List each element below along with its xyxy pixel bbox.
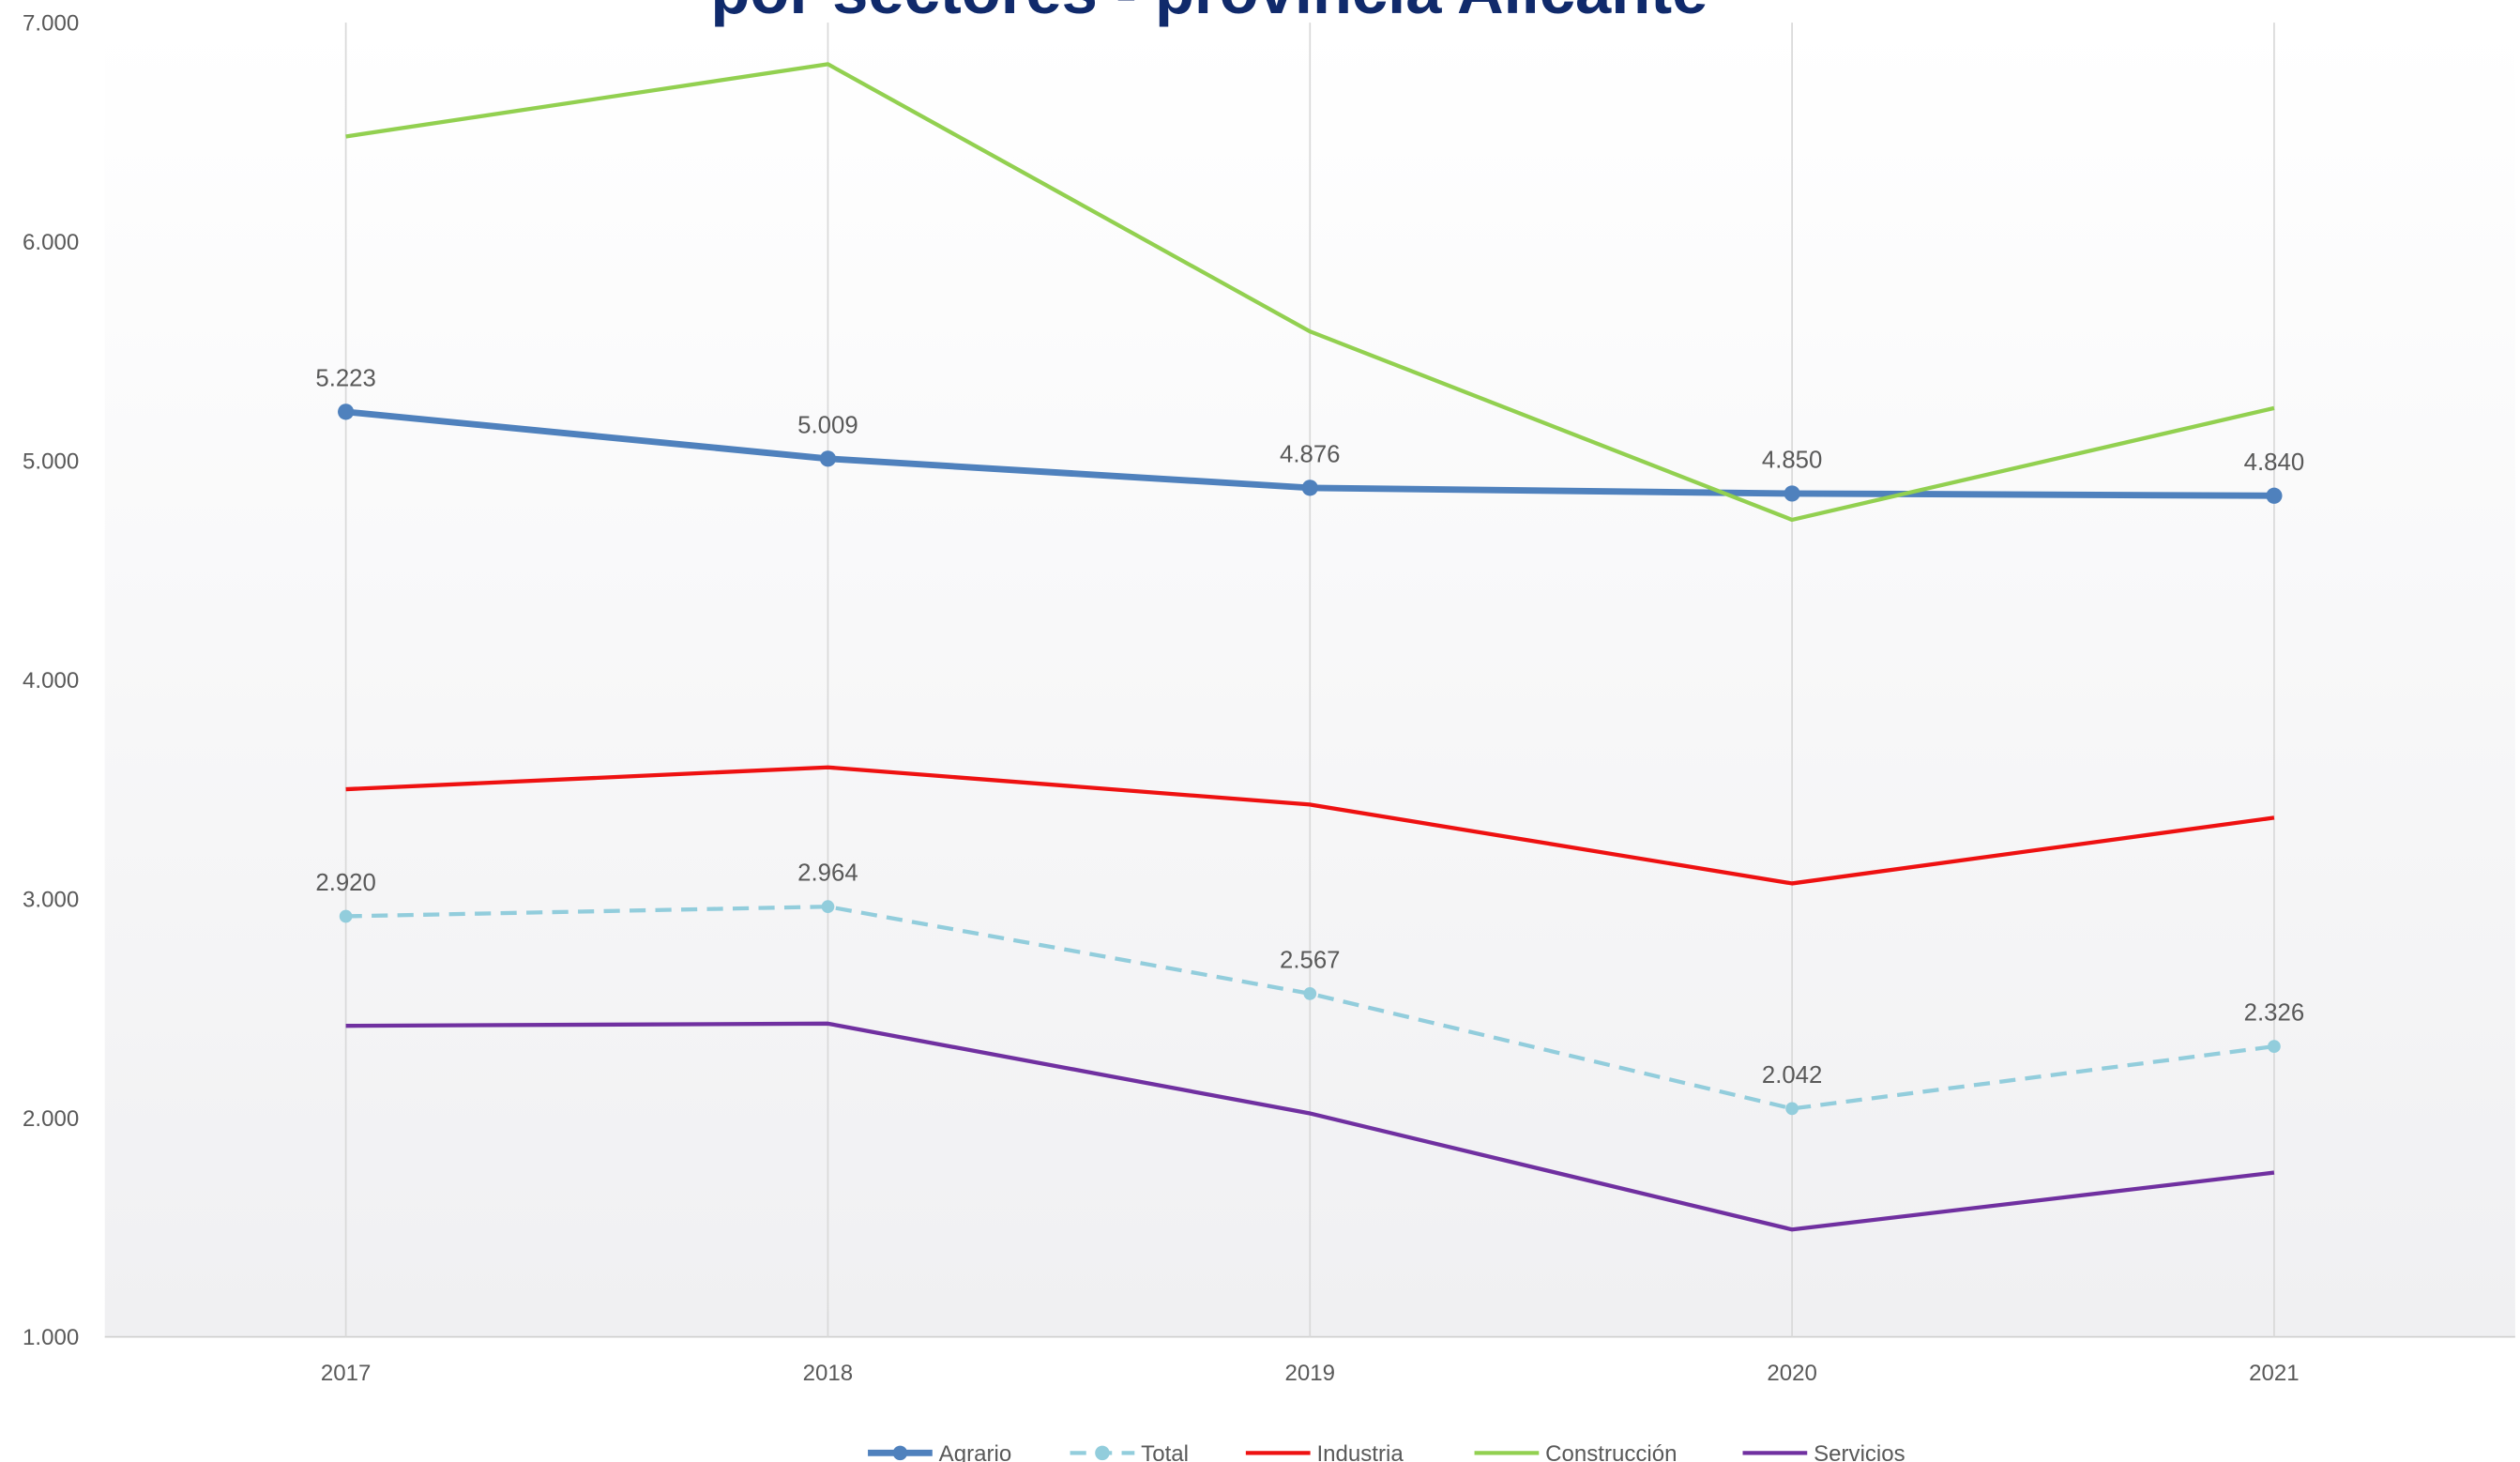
x-tick-label: 2021 xyxy=(2249,1361,2300,1386)
legend-label: Industria xyxy=(1316,1441,1404,1462)
y-tick-label: 4.000 xyxy=(23,668,79,693)
data-label: 2.326 xyxy=(2244,1000,2304,1027)
marker xyxy=(819,450,837,467)
marker xyxy=(1303,986,1317,1000)
marker xyxy=(821,900,835,914)
marker xyxy=(1785,1102,1799,1116)
x-tick-label: 2018 xyxy=(803,1361,854,1386)
legend-label: Servicios xyxy=(1814,1441,1905,1462)
chart-title: por sectores - provincia Alicante xyxy=(710,0,1708,27)
y-tick-label: 3.000 xyxy=(23,887,79,912)
x-tick-label: 2017 xyxy=(321,1361,372,1386)
y-tick-label: 1.000 xyxy=(23,1325,79,1350)
data-label: 2.920 xyxy=(315,870,375,896)
series-line xyxy=(345,765,2275,886)
y-tick-label: 2.000 xyxy=(23,1106,79,1132)
x-tick-label: 2019 xyxy=(1285,1361,1336,1386)
legend-marker xyxy=(1095,1445,1110,1461)
data-label: 2.964 xyxy=(797,860,858,887)
data-label: 2.567 xyxy=(1280,947,1340,973)
data-label: 5.009 xyxy=(797,412,858,438)
data-label: 2.042 xyxy=(1762,1062,1822,1089)
marker xyxy=(2266,487,2283,504)
series-line xyxy=(345,1021,2275,1232)
marker xyxy=(1784,485,1800,502)
legend-label: Total xyxy=(1141,1441,1189,1462)
marker xyxy=(338,404,355,420)
legend-marker xyxy=(892,1445,908,1461)
marker xyxy=(1301,480,1318,496)
legend-label: Construcción xyxy=(1545,1441,1677,1462)
marker xyxy=(2268,1040,2281,1053)
y-tick-label: 7.000 xyxy=(23,11,79,37)
legend-label: Agrario xyxy=(939,1441,1012,1462)
x-tick-label: 2020 xyxy=(1767,1361,1816,1386)
data-label: 4.840 xyxy=(2244,449,2304,476)
data-label: 5.223 xyxy=(315,365,375,391)
series-line xyxy=(345,62,2275,523)
series-line xyxy=(345,905,2275,1111)
marker xyxy=(339,909,353,923)
y-tick-label: 6.000 xyxy=(23,230,79,255)
data-label: 4.876 xyxy=(1280,441,1340,467)
data-label: 4.850 xyxy=(1762,447,1822,473)
y-tick-label: 5.000 xyxy=(23,449,79,475)
